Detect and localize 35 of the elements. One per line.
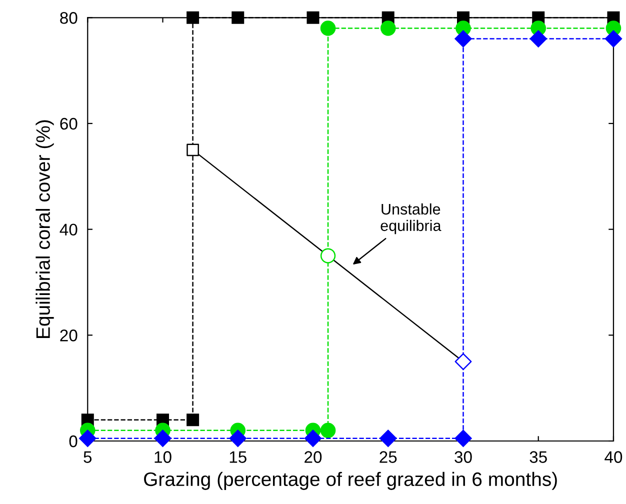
- x-tick-label: 30: [454, 451, 472, 463]
- y-axis-title: Equilibrial coral cover (%): [36, 120, 54, 338]
- point: [604, 30, 622, 48]
- x-tick-label: 20: [304, 451, 322, 463]
- x-tick-label: 5: [84, 451, 92, 463]
- point: [186, 144, 199, 156]
- x-tick-label: 15: [230, 451, 246, 463]
- y-tick-label: 0: [69, 435, 78, 448]
- point: [232, 11, 244, 24]
- x-tick-label: 35: [530, 451, 547, 463]
- point: [229, 430, 246, 447]
- point: [320, 20, 336, 36]
- point: [380, 430, 397, 447]
- point: [320, 248, 336, 264]
- point: [320, 422, 336, 438]
- point: [186, 414, 200, 426]
- annotation: Unstable equilibria: [380, 203, 442, 234]
- point: [454, 430, 472, 447]
- point: [79, 430, 96, 447]
- point: [154, 430, 172, 447]
- point: [454, 353, 472, 370]
- x-tick-label: 25: [380, 451, 397, 463]
- x-axis-title: Grazing (percentage of reef grazed in 6 months): [144, 472, 557, 490]
- y-tick-label: 60: [60, 118, 78, 130]
- y-tick-label: 80: [60, 12, 78, 24]
- point: [530, 30, 547, 48]
- point: [304, 430, 322, 447]
- point: [306, 11, 320, 24]
- y-tick-label: 20: [60, 330, 78, 342]
- y-tick-label: 40: [60, 224, 78, 236]
- point: [454, 30, 472, 48]
- x-tick-label: 10: [154, 451, 172, 463]
- point: [380, 20, 396, 36]
- x-tick-label: 40: [604, 451, 622, 463]
- point: [186, 11, 200, 24]
